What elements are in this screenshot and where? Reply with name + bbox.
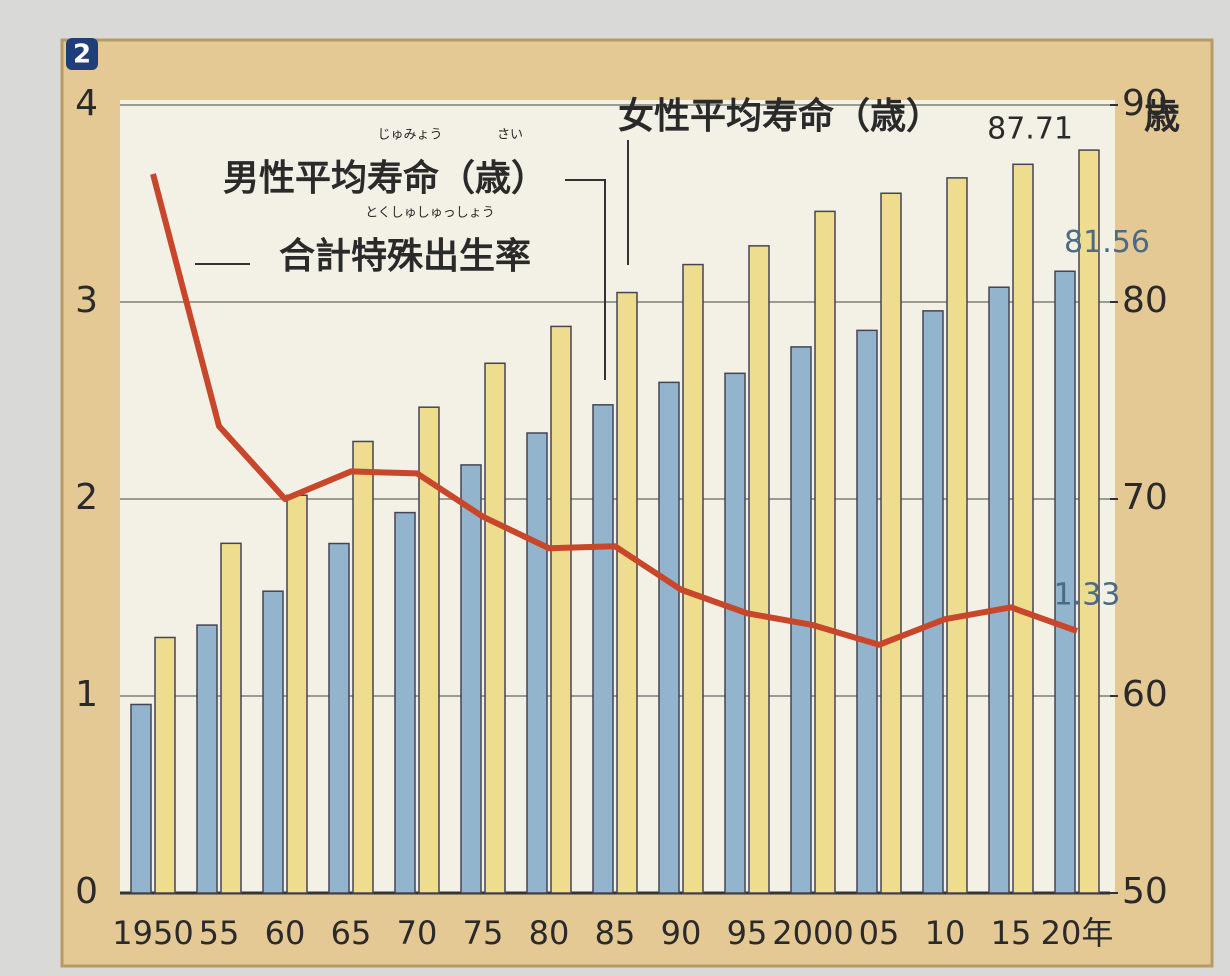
bar — [946, 177, 968, 894]
y2-tick-label: 90 — [1122, 83, 1168, 124]
x-tick-label: 1950 — [112, 914, 193, 952]
bar — [352, 440, 374, 894]
bar — [814, 210, 836, 894]
data-label: 1.33 — [1054, 577, 1121, 612]
data-label: 81.56 — [1064, 225, 1150, 260]
ruby: とくしゅしゅっしょう — [365, 206, 495, 221]
x-tick-label: 70 — [397, 914, 438, 952]
y-tick-label: 1 — [75, 674, 98, 715]
bar — [1078, 149, 1100, 894]
y-tick-label: 2 — [75, 477, 98, 518]
bar — [1054, 270, 1076, 894]
legend-fertility: 合計特殊出生率 — [279, 236, 531, 277]
bar — [418, 406, 440, 894]
x-tick-label: 75 — [463, 914, 504, 952]
y-tick-label: 0 — [75, 871, 98, 912]
x-tick-label: 20年 — [1041, 914, 1114, 952]
ruby: さい — [497, 128, 523, 143]
bar — [154, 636, 176, 894]
bar — [526, 432, 548, 894]
bar — [286, 494, 308, 894]
y2-tick-label: 60 — [1122, 674, 1168, 715]
y-tick-label: 3 — [75, 280, 98, 321]
bar — [262, 590, 284, 894]
bar — [1012, 163, 1034, 894]
legend-male: 男性平均寿命（歳） — [223, 157, 547, 199]
x-tick-label: 95 — [727, 914, 768, 952]
badge-box — [66, 38, 98, 70]
bar — [748, 245, 770, 894]
x-tick-label: 55 — [199, 914, 240, 952]
ruby: じゅみょう — [377, 128, 442, 143]
bar — [988, 286, 1010, 894]
y2-unit: 歳 — [1144, 96, 1180, 137]
bar — [550, 325, 572, 894]
x-tick-label: 60 — [265, 914, 306, 952]
line — [150, 173, 1079, 648]
bar — [724, 372, 746, 894]
x-tick-label: 2000 — [772, 914, 853, 952]
y2-tick-label: 80 — [1122, 280, 1168, 321]
x-tick-label: 05 — [859, 914, 900, 952]
bar — [328, 542, 350, 894]
bar — [460, 464, 482, 894]
bar — [682, 263, 704, 894]
x-tick-label: 65 — [331, 914, 372, 952]
bar — [616, 291, 638, 894]
plot: 0 1 2 3 4 50 60 70 80 90 1950 55 60 65 70 75 80 85 90 95 200… — [75, 83, 1168, 952]
badge: 2 — [73, 40, 91, 70]
bar — [658, 381, 680, 894]
bar — [922, 310, 944, 894]
x-tick-label: 80 — [529, 914, 570, 952]
y2-tick-label: 50 — [1122, 871, 1168, 912]
bar — [394, 511, 416, 894]
bar — [880, 192, 902, 894]
y-tick-label: 4 — [75, 83, 98, 124]
legend-female: 女性平均寿命（歳） — [618, 95, 942, 137]
bar — [856, 329, 878, 894]
x-tick-label: 90 — [661, 914, 702, 952]
x-tick-label: 15 — [991, 914, 1032, 952]
bar — [484, 362, 506, 894]
bar — [196, 624, 218, 894]
leader — [565, 179, 606, 380]
x-tick-label: 85 — [595, 914, 636, 952]
bar — [130, 703, 152, 894]
bar — [592, 404, 614, 894]
bar — [220, 542, 242, 894]
y2-tick-label: 70 — [1122, 477, 1168, 518]
data-label: 87.71 — [987, 112, 1073, 147]
x-tick-label: 10 — [925, 914, 966, 952]
